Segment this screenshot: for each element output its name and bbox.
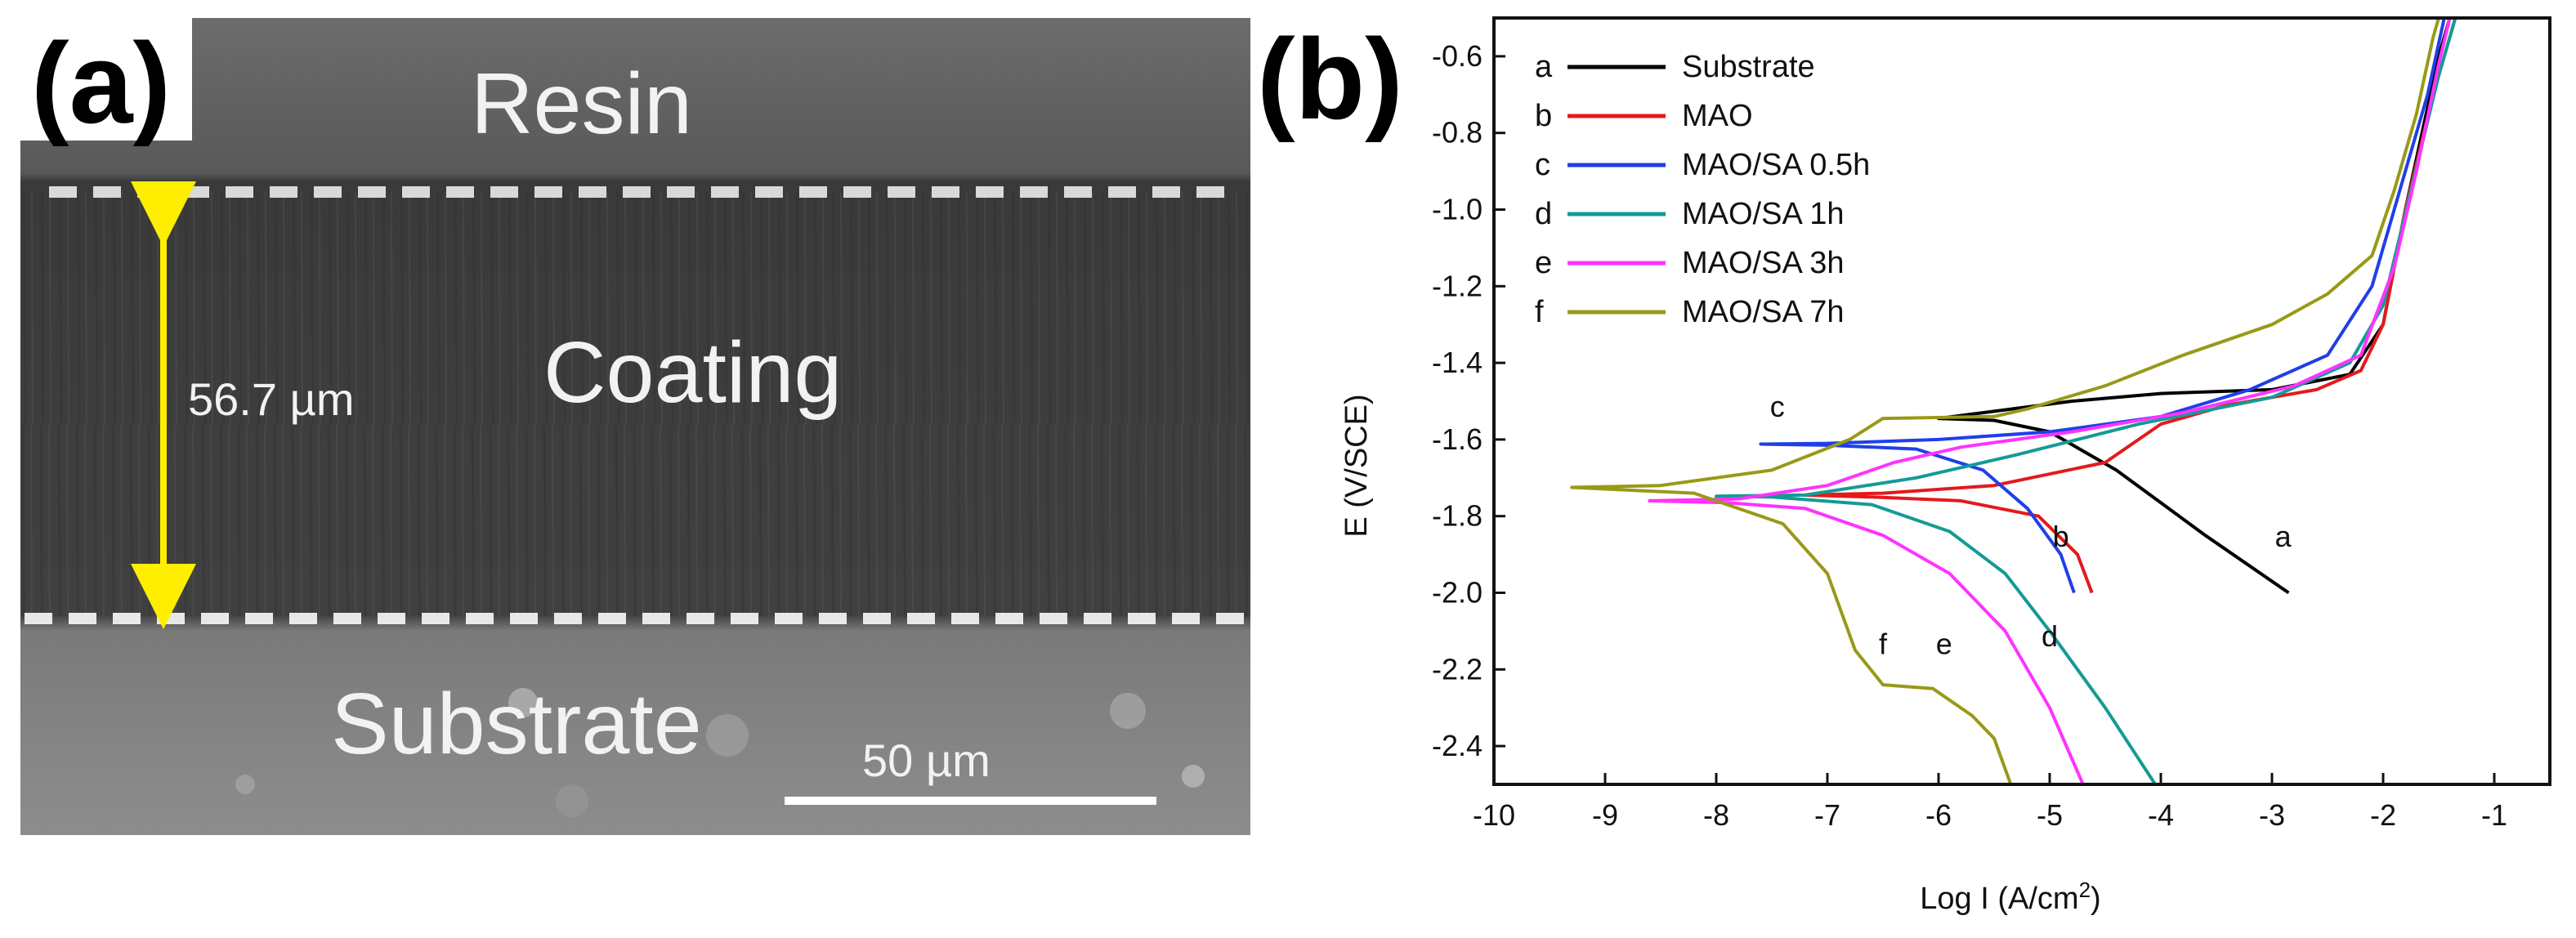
- substrate-particles: [235, 688, 1205, 817]
- curve-label-a: a: [2275, 520, 2292, 553]
- x-axis-title: Log I (A/cm2): [1920, 878, 2100, 916]
- x-tick-label: -7: [1814, 798, 1840, 832]
- curve-a: [1937, 18, 2452, 595]
- y-tick-label: -1.6: [1432, 422, 1483, 456]
- y-tick-label: -1.8: [1432, 499, 1483, 533]
- curve-e: [1648, 18, 2452, 784]
- legend-label-d: MAO/SA 1h: [1682, 197, 1845, 231]
- legend-key-c: c: [1535, 148, 1550, 182]
- x-tick-label: -6: [1925, 798, 1952, 832]
- layer-label-substrate: Substrate: [331, 676, 702, 772]
- curve-f: [1570, 18, 2440, 784]
- x-tick-label: -3: [2259, 798, 2285, 832]
- curve-label-c: c: [1770, 390, 1785, 423]
- y-tick-label: -2.0: [1432, 576, 1483, 610]
- panel-a-label: (a): [31, 19, 171, 147]
- panel-a-label-box: [20, 18, 192, 141]
- plot-area: -10 -9 -8 -7 -6 -5 -4 -3 -2 -1 -0.6 -0.8 -1.0 -1.2 -1…: [1432, 16, 2551, 832]
- x-tick-label: -5: [2037, 798, 2063, 832]
- coating-texture: [20, 192, 1250, 617]
- curve-label-e: e: [1936, 628, 1952, 661]
- x-tick-label: -4: [2148, 798, 2174, 832]
- y-tick-label: -0.6: [1432, 39, 1483, 73]
- curve-c: [1759, 18, 2446, 594]
- x-tick-label: -1: [2481, 798, 2507, 832]
- scale-bar-label: 50 µm: [862, 735, 991, 786]
- legend: a Substrate b MAO c MAO/SA 0.5h d MAO/SA 1h e MAO…: [1535, 50, 1870, 329]
- x-tick-label: -8: [1703, 798, 1729, 832]
- legend-label-f: MAO/SA 7h: [1682, 295, 1845, 329]
- legend-label-c: MAO/SA 0.5h: [1682, 148, 1870, 182]
- panel-b-chart: (b) -10 -9 -8 -7 -6 -5 -4 -3 -2 -1 -0.6-0.8-1.0-1…: [1257, 15, 2551, 916]
- y-tick-label: -2.4: [1432, 729, 1483, 762]
- y-tick-label: -1.0: [1432, 193, 1483, 226]
- curve-label-b: b: [2053, 520, 2069, 553]
- x-tick-label: -10: [1473, 798, 1515, 832]
- y-tick-label: -1.2: [1432, 269, 1483, 302]
- legend-label-a: Substrate: [1682, 50, 1815, 84]
- curve-labels: a b c d e f: [1770, 390, 2292, 661]
- legend-key-a: a: [1535, 50, 1553, 84]
- legend-label-b: MAO: [1682, 99, 1753, 133]
- panel-a-sem-image: (a) Resin Coating Substrate 56.7 µm 50 µ…: [20, 18, 1250, 835]
- legend-key-e: e: [1535, 246, 1552, 280]
- y-tick-label: -0.8: [1432, 116, 1483, 150]
- plot-frame: [1492, 16, 2551, 786]
- y-axis-ticks: -0.6 -0.8 -1.0 -1.2 -1.4 -1.6 -1.8 -2.0 -2.2 -2.4: [1432, 39, 1505, 762]
- layer-label-coating: Coating: [543, 324, 842, 421]
- y-axis-title: E (V/SCE): [1339, 394, 1374, 537]
- legend-label-e: MAO/SA 3h: [1682, 246, 1845, 280]
- y-tick-label: -2.2: [1432, 652, 1483, 686]
- curve-label-d: d: [2042, 619, 2058, 653]
- y-tick-label: -1.4: [1432, 346, 1483, 379]
- thickness-label: 56.7 µm: [188, 373, 354, 425]
- x-axis-ticks: -10 -9 -8 -7 -6 -5 -4 -3 -2 -1: [1473, 773, 2507, 832]
- x-tick-label: -2: [2370, 798, 2396, 832]
- legend-key-d: d: [1535, 197, 1552, 231]
- curves-group: [1570, 18, 2457, 784]
- x-tick-label: -9: [1592, 798, 1618, 832]
- legend-key-f: f: [1535, 295, 1544, 329]
- curve-label-f: f: [1879, 628, 1888, 661]
- legend-key-b: b: [1535, 99, 1552, 133]
- curve-b: [1803, 18, 2457, 594]
- layer-label-resin: Resin: [471, 56, 692, 152]
- panel-b-label: (b): [1257, 15, 1403, 143]
